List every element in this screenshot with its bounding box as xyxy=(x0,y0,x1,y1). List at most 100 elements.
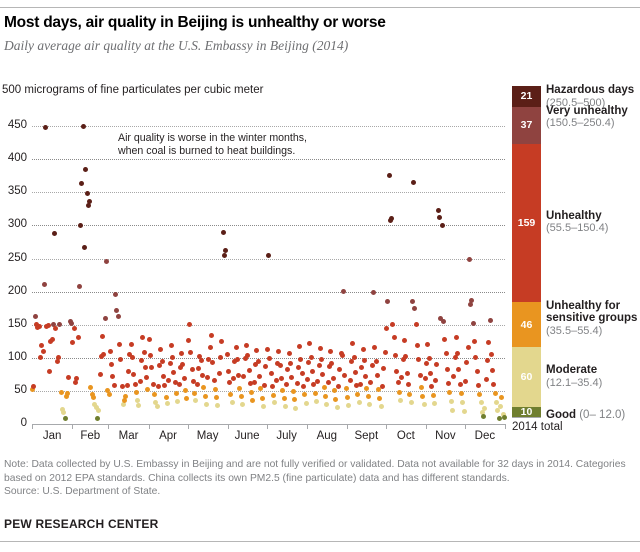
data-point xyxy=(487,318,493,324)
data-point xyxy=(180,361,186,367)
data-point xyxy=(495,407,501,413)
data-point xyxy=(396,389,402,395)
data-point xyxy=(481,413,487,419)
data-point xyxy=(171,369,177,375)
data-point xyxy=(46,368,52,374)
data-point xyxy=(345,395,351,401)
x-axis-label-July: July xyxy=(276,430,297,442)
data-point xyxy=(62,416,68,422)
data-point xyxy=(79,180,85,186)
data-point xyxy=(141,350,147,355)
data-point xyxy=(343,386,349,392)
data-point xyxy=(459,391,465,397)
data-point xyxy=(260,403,266,409)
data-point xyxy=(249,390,255,396)
data-point xyxy=(400,357,406,363)
page-title: Most days, air quality in Beijing is unh… xyxy=(4,14,386,31)
x-tick-Aug xyxy=(306,424,308,429)
x-axis-line xyxy=(32,424,505,425)
data-point xyxy=(136,402,142,408)
data-point xyxy=(278,375,284,381)
legend-swatch-very-unhealthy[interactable]: 37 xyxy=(512,106,541,144)
data-point xyxy=(85,203,91,209)
data-point xyxy=(131,371,137,377)
data-point xyxy=(151,392,157,398)
legend-swatch-unhealthy-for-sensitive-groups[interactable]: 46 xyxy=(512,301,541,348)
data-point xyxy=(94,416,100,422)
data-point xyxy=(418,385,424,391)
data-point xyxy=(411,179,417,185)
data-point xyxy=(148,353,154,359)
data-point xyxy=(237,385,243,391)
data-point xyxy=(307,341,313,347)
y-tick-label-300: 300 xyxy=(7,218,27,231)
data-point xyxy=(228,391,234,397)
data-point xyxy=(440,318,446,324)
data-point xyxy=(97,371,103,377)
data-point xyxy=(137,379,143,385)
data-point xyxy=(220,229,226,235)
legend-swatch-moderate[interactable]: 60 xyxy=(512,347,541,408)
legend-swatch-good[interactable]: 10 xyxy=(512,406,541,418)
data-point xyxy=(89,391,95,397)
data-point xyxy=(210,359,216,365)
data-point xyxy=(282,404,288,410)
data-point xyxy=(104,259,109,265)
data-point xyxy=(74,376,80,382)
data-point xyxy=(380,384,386,390)
data-point xyxy=(37,355,43,361)
data-point xyxy=(295,364,301,370)
x-axis-label-Oct: Oct xyxy=(396,430,415,442)
data-point xyxy=(212,387,218,393)
data-point xyxy=(391,335,397,341)
data-point xyxy=(320,371,326,377)
data-point xyxy=(470,320,476,326)
data-point xyxy=(453,334,459,340)
data-point xyxy=(216,371,222,377)
data-point xyxy=(65,391,71,397)
x-axis-label-Mar: Mar xyxy=(118,430,139,442)
data-point xyxy=(450,408,456,414)
data-point xyxy=(247,381,253,387)
data-point xyxy=(120,401,126,407)
data-point xyxy=(329,361,335,367)
data-point xyxy=(351,355,357,361)
data-point xyxy=(275,361,281,367)
data-point xyxy=(111,383,117,389)
data-point xyxy=(469,298,475,304)
data-point xyxy=(56,355,62,361)
data-point xyxy=(133,389,139,395)
data-point xyxy=(157,363,163,369)
data-point xyxy=(58,389,64,395)
data-point xyxy=(140,335,146,341)
data-point xyxy=(478,400,484,406)
data-point xyxy=(179,351,185,357)
legend-swatch-hazardous-days[interactable]: 21 xyxy=(512,86,541,107)
data-point xyxy=(359,365,365,371)
legend-label-moderate: Moderate (12.1–35.4) xyxy=(546,364,640,389)
data-point xyxy=(373,358,379,364)
data-point xyxy=(464,359,470,365)
gridline-200 xyxy=(32,291,505,293)
data-point xyxy=(105,388,111,394)
data-point xyxy=(460,399,466,405)
legend-name: Moderate xyxy=(546,364,598,377)
footnote: Note: Data collected by U.S. Embassy in … xyxy=(4,458,636,499)
data-point xyxy=(444,367,450,373)
data-point xyxy=(368,379,374,385)
data-point xyxy=(87,199,93,205)
data-point xyxy=(447,390,453,396)
data-point xyxy=(198,357,204,363)
data-point xyxy=(144,375,150,381)
data-point xyxy=(240,402,246,408)
legend-swatch-unhealthy[interactable]: 159 xyxy=(512,143,541,302)
data-point xyxy=(43,124,49,130)
data-point xyxy=(162,383,168,389)
data-point xyxy=(273,378,279,384)
data-point xyxy=(232,358,238,364)
data-point xyxy=(299,370,305,376)
data-point xyxy=(193,398,199,404)
data-point xyxy=(439,222,445,228)
data-point xyxy=(407,392,413,398)
y-tick-label-100: 100 xyxy=(7,350,27,363)
